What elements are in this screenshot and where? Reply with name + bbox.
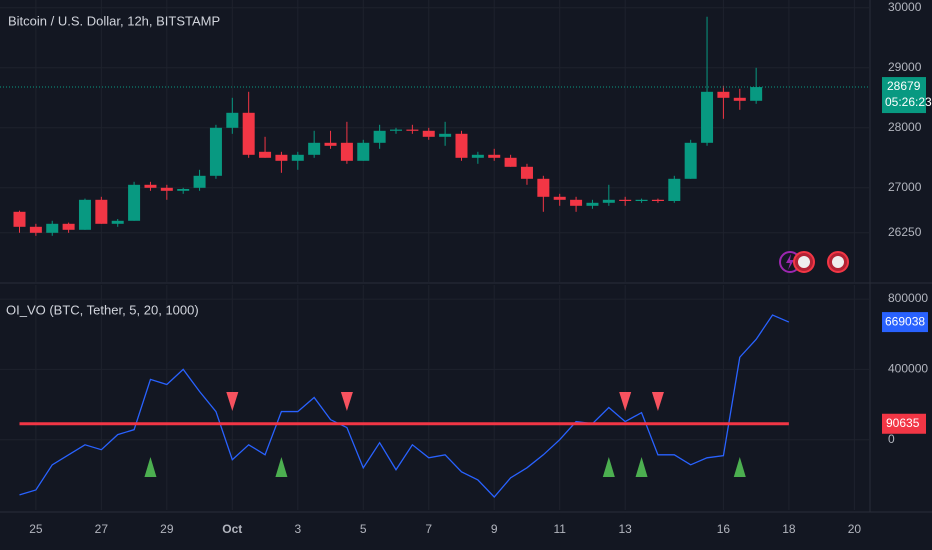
x-tick-label: 9 (491, 522, 498, 536)
flag-inner (798, 256, 810, 268)
candle-body (553, 196, 566, 200)
y-tick-label: 0 (888, 432, 895, 446)
candle-body (406, 129, 419, 131)
candle-body (619, 199, 632, 201)
candle-body (390, 129, 403, 131)
candle-body (651, 199, 664, 201)
candle-body (144, 184, 157, 188)
buy-marker (144, 457, 157, 477)
x-tick-label: Oct (222, 522, 242, 536)
candle-body (13, 211, 26, 227)
sell-marker (651, 392, 664, 411)
threshold-box (882, 413, 926, 434)
x-tick-label: 13 (619, 522, 633, 536)
x-tick-label: 5 (360, 522, 367, 536)
candle-body (537, 178, 550, 197)
last-value-box (882, 312, 928, 333)
sell-marker (619, 392, 632, 411)
candle-body (635, 199, 648, 201)
buy-marker (602, 457, 615, 477)
x-tick-label: 16 (717, 522, 731, 536)
candle-body (209, 127, 222, 176)
last-price-label: 28679 (887, 79, 921, 93)
y-tick-label: 800000 (888, 291, 928, 305)
indicator-title: OI_VO (BTC, Tether, 5, 20, 1000) (6, 302, 199, 317)
candle-body (439, 133, 452, 137)
candle-body (291, 154, 304, 161)
candle-body (62, 223, 75, 230)
marks (0, 16, 870, 498)
x-tick-label: 11 (553, 522, 566, 536)
candle-body (504, 157, 517, 167)
y-tick-label: 26250 (888, 225, 922, 239)
last-price-box (882, 77, 926, 114)
candle-body (488, 154, 501, 158)
threshold-label: 90635 (886, 416, 920, 430)
buy-marker (635, 457, 648, 477)
candle-body (78, 199, 91, 230)
candle-body (373, 130, 386, 143)
candle-body (750, 87, 763, 101)
candle-body (684, 142, 697, 179)
candle-body (455, 133, 468, 158)
event-icons (779, 251, 849, 273)
candle-body (308, 142, 321, 155)
candle-body (193, 175, 206, 188)
y-tick-label: 30000 (888, 0, 922, 14)
buy-marker (733, 457, 746, 477)
candle-body (471, 154, 484, 158)
candle-body (95, 199, 108, 224)
x-tick-label: 29 (160, 522, 174, 536)
last-value-label: 669038 (885, 314, 925, 328)
x-tick-label: 7 (425, 522, 432, 536)
flag-inner (832, 256, 844, 268)
candle-body (128, 184, 141, 221)
price-title: Bitcoin / U.S. Dollar, 12h, BITSTAMP (8, 13, 220, 28)
candle-body (570, 199, 583, 206)
x-tick-label: 25 (29, 522, 43, 536)
candle-body (259, 151, 272, 158)
candle-body (520, 166, 533, 179)
candle-body (701, 91, 714, 143)
candle-body (226, 112, 239, 128)
sell-marker (340, 392, 353, 411)
candle-body (668, 178, 681, 201)
countdown-label: 05:26:23 (885, 95, 932, 109)
x-tick-label: 3 (294, 522, 301, 536)
candle-body (324, 142, 337, 146)
indicator-line (19, 314, 790, 498)
candle-body (275, 154, 288, 161)
x-tick-label: 27 (95, 522, 109, 536)
lightning-glyph (786, 254, 794, 270)
candle-body (177, 189, 190, 191)
candle-body (340, 142, 353, 161)
x-tick-label: 18 (782, 522, 796, 536)
candle-body (160, 187, 173, 191)
candle-body (422, 130, 435, 137)
candle-body (357, 142, 370, 161)
sell-marker (226, 392, 239, 411)
candle-body (46, 223, 59, 233)
y-tick-label: 400000 (888, 362, 928, 376)
candle-body (602, 199, 615, 203)
candle-body (586, 202, 599, 206)
candle-body (29, 226, 42, 233)
candle-body (111, 220, 124, 224)
y-tick-label: 28000 (888, 120, 922, 134)
candle-body (733, 97, 746, 101)
buy-marker (275, 457, 288, 477)
x-tick-label: 20 (848, 522, 862, 536)
y-tick-label: 27000 (888, 180, 922, 194)
candle-body (242, 112, 255, 155)
y-tick-label: 29000 (888, 60, 922, 74)
candle-body (717, 91, 730, 98)
